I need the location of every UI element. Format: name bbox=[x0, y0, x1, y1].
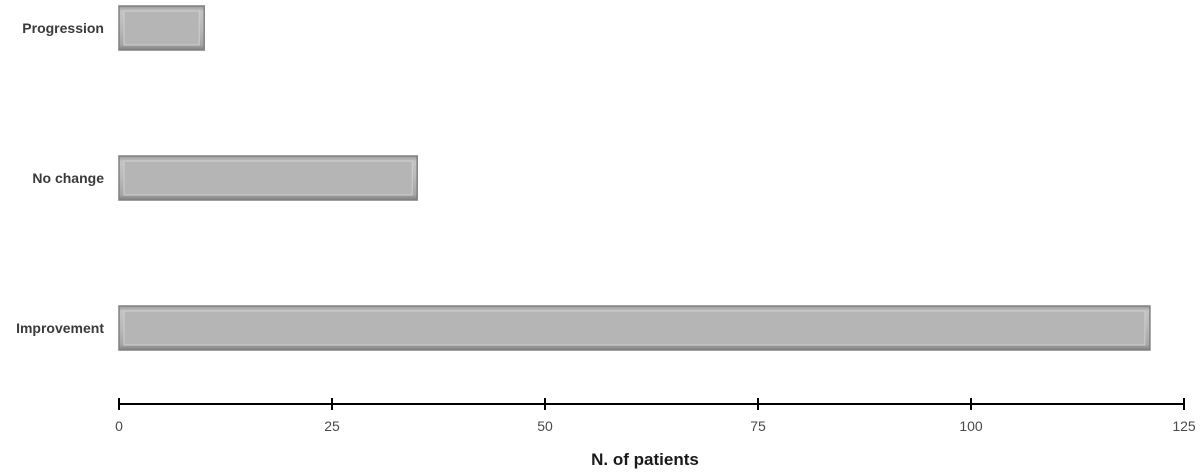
category-label: Improvement bbox=[16, 320, 104, 336]
x-tick-label: 50 bbox=[537, 418, 553, 434]
x-tick-label: 25 bbox=[324, 418, 340, 434]
x-axis-ticks: 0 25 50 75 100 125 bbox=[115, 398, 1196, 434]
x-tick-label: 75 bbox=[750, 418, 766, 434]
bar-progression bbox=[118, 5, 205, 51]
category-label: Progression bbox=[22, 20, 104, 36]
category-labels: Progression No change Improvement bbox=[16, 20, 104, 336]
bar-improvement bbox=[118, 305, 1151, 351]
bar-no-change bbox=[118, 155, 418, 201]
category-label: No change bbox=[32, 170, 104, 186]
x-tick-label: 125 bbox=[1172, 418, 1196, 434]
x-tick-label: 0 bbox=[115, 418, 123, 434]
x-axis-title: N. of patients bbox=[591, 450, 699, 469]
bars bbox=[118, 5, 1151, 351]
x-tick-label: 100 bbox=[959, 418, 983, 434]
